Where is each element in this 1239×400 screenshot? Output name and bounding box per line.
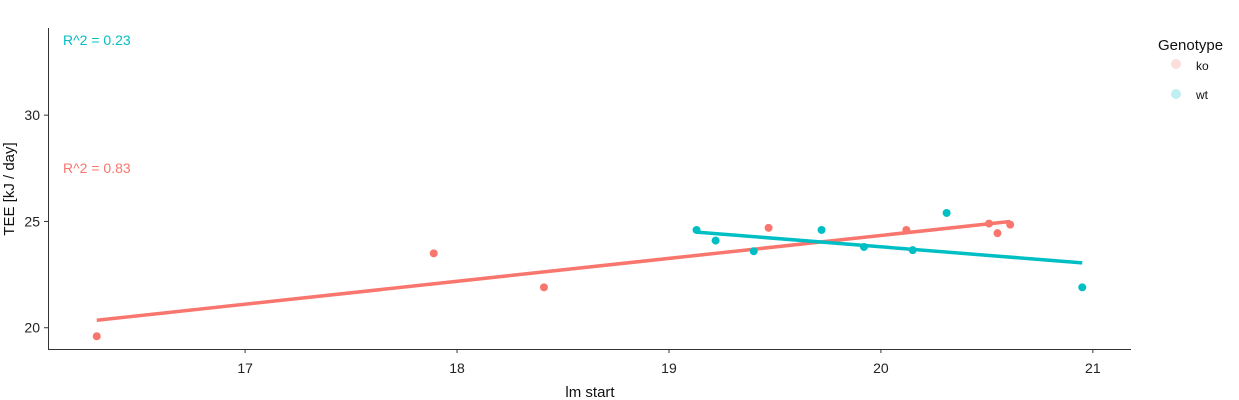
fit-line-wt bbox=[696, 230, 1083, 265]
point-ko bbox=[764, 223, 773, 232]
legend-label-wt: wt bbox=[1195, 88, 1209, 102]
point-wt bbox=[1078, 283, 1087, 292]
y-tick-label: 30 bbox=[24, 107, 40, 123]
y-tick-label: 25 bbox=[24, 213, 40, 229]
plot-area bbox=[92, 208, 1087, 341]
y-tick-label: 20 bbox=[24, 320, 40, 336]
x-tick-label: 20 bbox=[873, 360, 889, 376]
r2-label-wt: R^2 = 0.23 bbox=[63, 32, 131, 48]
fit-line-ko bbox=[96, 219, 1011, 323]
point-wt bbox=[692, 225, 701, 234]
point-wt bbox=[817, 225, 826, 234]
x-tick-label: 18 bbox=[449, 360, 465, 376]
legend-key-wt bbox=[1171, 89, 1181, 99]
point-wt bbox=[859, 242, 868, 251]
point-wt bbox=[908, 246, 917, 255]
legend-label-ko: ko bbox=[1196, 59, 1209, 73]
legend: Genotype ko wt bbox=[1158, 37, 1223, 102]
point-wt bbox=[942, 208, 951, 217]
x-tick-label: 19 bbox=[661, 360, 677, 376]
x-tick-label: 21 bbox=[1085, 360, 1101, 376]
point-ko bbox=[985, 219, 994, 228]
point-wt bbox=[749, 247, 758, 256]
legend-title: Genotype bbox=[1158, 37, 1223, 54]
point-ko bbox=[539, 283, 548, 292]
y-ticks: 20 25 30 bbox=[24, 107, 48, 336]
point-ko bbox=[92, 332, 101, 341]
r2-label-ko: R^2 = 0.83 bbox=[63, 160, 131, 176]
point-ko bbox=[1006, 220, 1015, 229]
point-wt bbox=[711, 236, 720, 245]
point-ko bbox=[902, 225, 911, 234]
x-tick-label: 17 bbox=[237, 360, 253, 376]
point-ko bbox=[993, 229, 1002, 238]
y-axis-title: TEE [kJ / day] bbox=[1, 142, 18, 235]
x-ticks: 17 18 19 20 21 bbox=[237, 349, 1101, 376]
legend-key-ko bbox=[1171, 59, 1181, 69]
point-ko bbox=[429, 249, 438, 258]
x-axis-title: lm start bbox=[565, 384, 615, 400]
